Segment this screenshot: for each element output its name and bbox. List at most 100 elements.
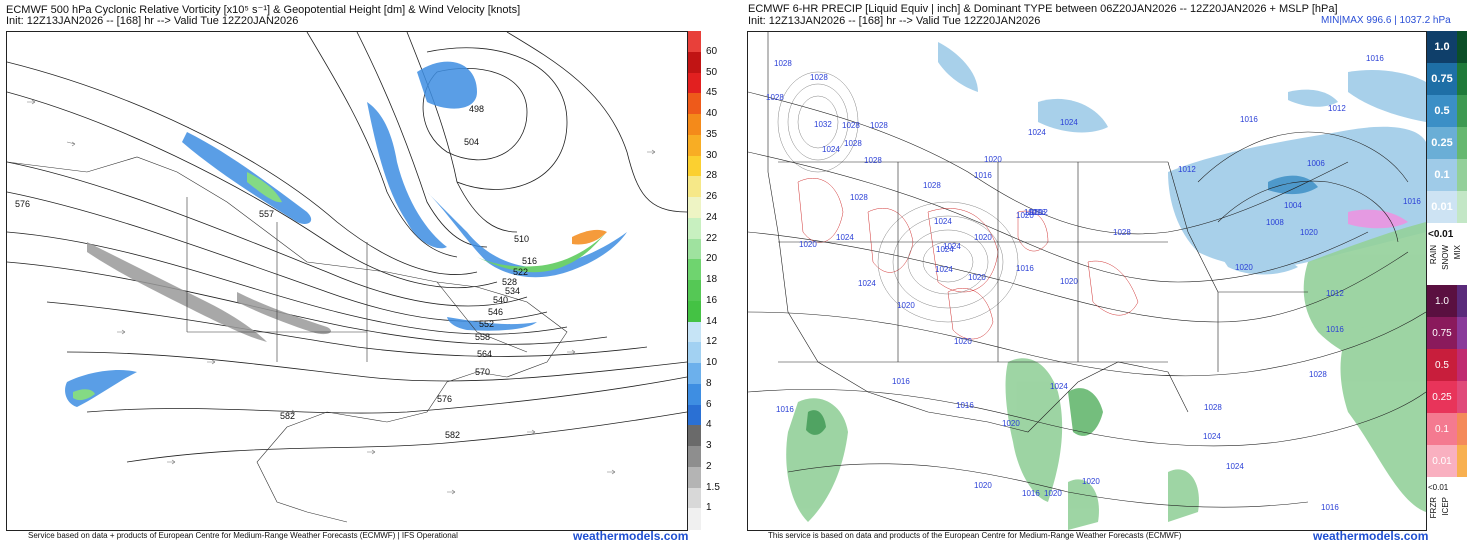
colorbar-swatch: 0.1 xyxy=(1427,159,1457,191)
colorbar-swatch xyxy=(1457,445,1467,477)
pressure-label: 1006 xyxy=(1307,159,1325,168)
colorbar-swatch: 0.75 xyxy=(1427,317,1457,349)
colorbar-swatch xyxy=(688,134,701,156)
colorbar-swatch xyxy=(688,508,701,530)
high-pressure-rings xyxy=(777,71,1019,323)
height-label: 534 xyxy=(505,286,520,296)
pressure-label: 1024 xyxy=(836,233,854,242)
pressure-label: 1016 xyxy=(1403,197,1421,206)
colorbar-swatch xyxy=(1457,127,1467,159)
pressure-label-group: 1028 1028 1028 1032 1028 1028 1028 1024 … xyxy=(766,54,1421,512)
colorbar-swatch: 0.01 xyxy=(1427,445,1457,477)
colorbar-swatch xyxy=(1457,159,1467,191)
colorbar-label: 14 xyxy=(706,315,718,327)
vorticity-brand-link[interactable]: weathermodels.com xyxy=(573,529,689,543)
pressure-label: 1020 xyxy=(954,337,972,346)
colorbar-swatch xyxy=(1457,381,1467,413)
precip-type-label: SNOW xyxy=(1441,245,1450,270)
pressure-label: 1024 xyxy=(858,279,876,288)
pressure-label: 1020 xyxy=(1235,263,1253,272)
pressure-label: 1028 xyxy=(870,121,888,130)
pressure-label: 1020 xyxy=(974,481,992,490)
pressure-label: 1016 xyxy=(1366,54,1384,63)
precip-type-label: MIX xyxy=(1453,245,1462,260)
pressure-label: 1028 xyxy=(1204,403,1222,412)
colorbar-label: 22 xyxy=(706,232,718,244)
height-label: 582 xyxy=(445,430,460,440)
pressure-label: 1024 xyxy=(1226,462,1244,471)
pressure-label: 1024 xyxy=(943,242,961,251)
terrain-contours xyxy=(797,178,1139,340)
colorbar-swatch: 1.0 xyxy=(1427,285,1457,317)
height-label: 576 xyxy=(15,199,30,209)
colorbar-swatch xyxy=(688,31,701,53)
pressure-label: 1024 xyxy=(936,245,954,254)
colorbar-swatch xyxy=(688,466,701,488)
precip-title: ECMWF 6-HR PRECIP [Liquid Equiv | inch] … xyxy=(748,3,1338,15)
height-label: 540 xyxy=(493,295,508,305)
vorticity-map: 498 504 510 516 522 528 534 540 546 552 … xyxy=(6,31,688,531)
colorbar-swatch xyxy=(688,155,701,177)
pressure-label: 1028 xyxy=(850,193,868,202)
pressure-label: 1020 xyxy=(984,155,1002,164)
colorbar-label: 1 xyxy=(706,502,712,514)
colorbar-swatch xyxy=(1457,317,1467,349)
pressure-label: 1028 xyxy=(842,121,860,130)
colorbar-label: 3 xyxy=(706,440,712,451)
precip-map-svg: 1028 1028 1028 1032 1028 1028 1028 1024 … xyxy=(748,32,1426,530)
pressure-label: 1016 xyxy=(956,401,974,410)
vorticity-colorbar: 60 50 45 40 35 30 28 26 24 22 20 18 16 14 12 10 8 6 4 3 2 1.5… xyxy=(688,31,730,530)
colorbar-swatch xyxy=(688,217,701,239)
vorticity-init-line: Init: 12Z13JAN2026 -- [168] hr --> Valid… xyxy=(6,15,299,27)
pressure-label: 1016 xyxy=(1022,489,1040,498)
colorbar-swatch xyxy=(688,51,701,73)
pressure-label: 1012 xyxy=(1328,104,1346,113)
colorbar-swatch: 0.1 xyxy=(1427,413,1457,445)
pressure-label: 1020 xyxy=(968,273,986,282)
pressure-label: 1020 xyxy=(897,301,915,310)
colorbar-label: 1.5 xyxy=(706,481,720,493)
colorbar-swatch xyxy=(688,114,701,136)
precip-type-label: ICEP xyxy=(1441,497,1450,516)
pressure-label: 1028 xyxy=(923,181,941,190)
height-label: 570 xyxy=(475,367,490,377)
vorticity-footer: Service based on data + products of Euro… xyxy=(28,531,458,540)
colorbar-swatch xyxy=(688,446,701,468)
precip-brand-link[interactable]: weathermodels.com xyxy=(1313,529,1429,543)
height-label: 522 xyxy=(513,267,528,277)
colorbar-label: 6 xyxy=(706,398,712,410)
state-borders xyxy=(767,32,1308,433)
colorbar-label: 12 xyxy=(706,336,718,348)
colorbar-label: 2 xyxy=(706,460,712,472)
colorbar-swatch xyxy=(688,404,701,426)
colorbar-label: 8 xyxy=(706,377,712,389)
colorbar-swatch: 0.5 xyxy=(1427,349,1457,381)
rain-shading xyxy=(786,222,1426,530)
isobars xyxy=(748,91,1426,508)
height-contours xyxy=(7,32,687,463)
colorbar-swatch xyxy=(688,72,701,94)
precip-type-label: FRZR xyxy=(1429,497,1438,519)
vorticity-panel: ECMWF 500 hPa Cyclonic Relative Vorticit… xyxy=(0,0,730,545)
pressure-label: 1024 xyxy=(1203,432,1221,441)
colorbar-label: 18 xyxy=(706,274,718,285)
pressure-label: 1024 xyxy=(935,265,953,274)
pressure-label: 1028 xyxy=(864,156,882,165)
height-label: 552 xyxy=(479,319,494,329)
pressure-label: 1012 xyxy=(1030,208,1048,217)
pressure-label: 1028 xyxy=(766,93,784,102)
rain-snow-lt-label: <0.01 xyxy=(1428,229,1454,240)
pressure-label: 1020 xyxy=(1002,419,1020,428)
height-label: 546 xyxy=(488,307,503,317)
colorbar-swatch xyxy=(688,280,701,302)
colorbar-swatch: 0.25 xyxy=(1427,381,1457,413)
colorbar-label: 26 xyxy=(706,191,718,202)
precip-footer: This service is based on data and produc… xyxy=(768,531,1182,540)
colorbar-swatch: 1.0 xyxy=(1427,31,1457,63)
pressure-label: 1016 xyxy=(776,405,794,414)
coastlines xyxy=(7,156,568,523)
precip-init-line: Init: 12Z13JAN2026 -- [168] hr --> Valid… xyxy=(748,15,1041,27)
colorbar-swatch xyxy=(688,197,701,219)
colorbar-label: 28 xyxy=(706,170,718,182)
snow-shading xyxy=(938,42,1426,275)
